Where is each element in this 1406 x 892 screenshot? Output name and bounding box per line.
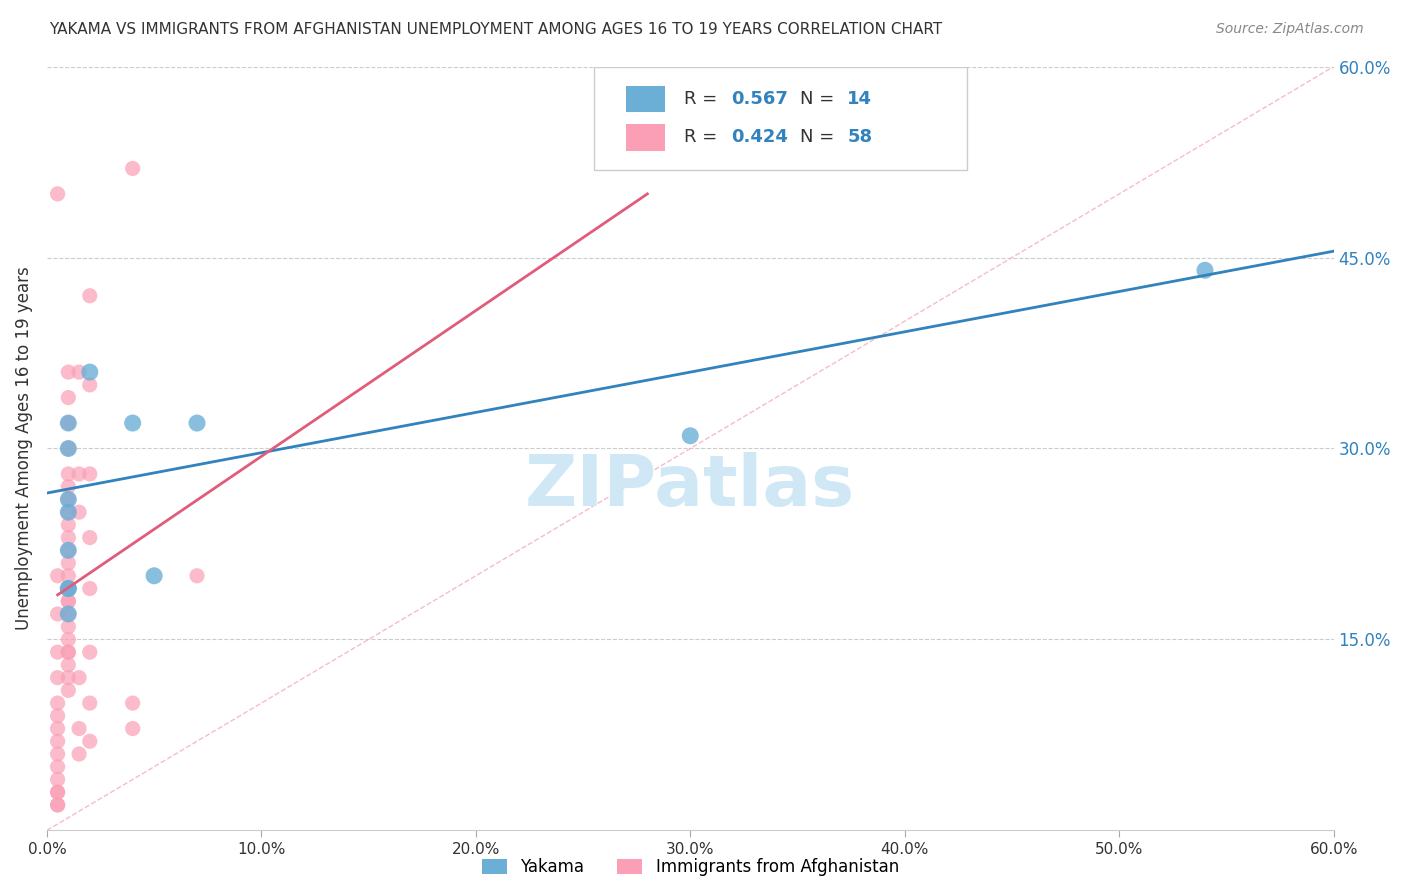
Point	[67, 671, 90, 685]
Point	[58, 480, 80, 494]
Point	[186, 416, 208, 430]
Point	[58, 594, 80, 608]
Point	[58, 556, 80, 570]
Point	[58, 531, 80, 545]
Point	[186, 569, 208, 583]
Point	[67, 365, 90, 379]
Point	[46, 734, 69, 748]
Point	[58, 505, 80, 519]
Point	[79, 365, 101, 379]
Point	[67, 505, 90, 519]
Point	[46, 671, 69, 685]
Text: YAKAMA VS IMMIGRANTS FROM AFGHANISTAN UNEMPLOYMENT AMONG AGES 16 TO 19 YEARS COR: YAKAMA VS IMMIGRANTS FROM AFGHANISTAN UN…	[49, 22, 942, 37]
Point	[143, 569, 166, 583]
Text: 14: 14	[848, 90, 872, 108]
Point	[79, 734, 101, 748]
Point	[58, 582, 80, 596]
Point	[58, 657, 80, 672]
Point	[58, 632, 80, 647]
Point	[58, 607, 80, 621]
Text: 0.424: 0.424	[731, 128, 789, 146]
Point	[58, 442, 80, 456]
Point	[46, 785, 69, 799]
Point	[58, 645, 80, 659]
Text: ZIPatlas: ZIPatlas	[526, 452, 855, 521]
Point	[79, 531, 101, 545]
Point	[67, 747, 90, 761]
Point	[58, 645, 80, 659]
Point	[121, 416, 143, 430]
Point	[79, 582, 101, 596]
Point	[79, 377, 101, 392]
Point	[58, 505, 80, 519]
Point	[121, 696, 143, 710]
Point	[58, 683, 80, 698]
Point	[46, 186, 69, 201]
Point	[58, 365, 80, 379]
Text: N =: N =	[800, 90, 839, 108]
Point	[121, 161, 143, 176]
Point	[79, 467, 101, 481]
Point	[58, 391, 80, 405]
FancyBboxPatch shape	[626, 86, 665, 112]
Y-axis label: Unemployment Among Ages 16 to 19 years: Unemployment Among Ages 16 to 19 years	[15, 267, 32, 631]
Point	[1194, 263, 1216, 277]
Text: R =: R =	[683, 128, 723, 146]
Text: 58: 58	[848, 128, 872, 146]
Point	[46, 760, 69, 774]
Point	[46, 569, 69, 583]
Point	[58, 492, 80, 507]
Point	[679, 429, 702, 443]
Point	[58, 569, 80, 583]
Point	[58, 416, 80, 430]
Text: R =: R =	[683, 90, 723, 108]
Point	[67, 722, 90, 736]
Point	[46, 797, 69, 812]
Point	[79, 645, 101, 659]
Point	[46, 645, 69, 659]
Point	[58, 594, 80, 608]
Point	[58, 543, 80, 558]
Point	[58, 517, 80, 532]
Point	[58, 467, 80, 481]
Point	[46, 772, 69, 787]
Point	[58, 620, 80, 634]
Point	[46, 785, 69, 799]
Point	[58, 543, 80, 558]
Point	[121, 722, 143, 736]
Legend: Yakama, Immigrants from Afghanistan: Yakama, Immigrants from Afghanistan	[475, 852, 905, 883]
Point	[67, 467, 90, 481]
Point	[46, 747, 69, 761]
Point	[58, 442, 80, 456]
Point	[58, 607, 80, 621]
FancyBboxPatch shape	[593, 67, 967, 169]
Point	[46, 708, 69, 723]
Point	[46, 797, 69, 812]
Point	[46, 722, 69, 736]
Point	[46, 607, 69, 621]
Point	[58, 671, 80, 685]
Point	[58, 416, 80, 430]
Text: Source: ZipAtlas.com: Source: ZipAtlas.com	[1216, 22, 1364, 37]
Point	[58, 582, 80, 596]
Text: 0.567: 0.567	[731, 90, 789, 108]
Point	[58, 492, 80, 507]
Point	[58, 582, 80, 596]
FancyBboxPatch shape	[626, 124, 665, 151]
Point	[46, 696, 69, 710]
Point	[79, 289, 101, 303]
Point	[79, 696, 101, 710]
Text: N =: N =	[800, 128, 839, 146]
